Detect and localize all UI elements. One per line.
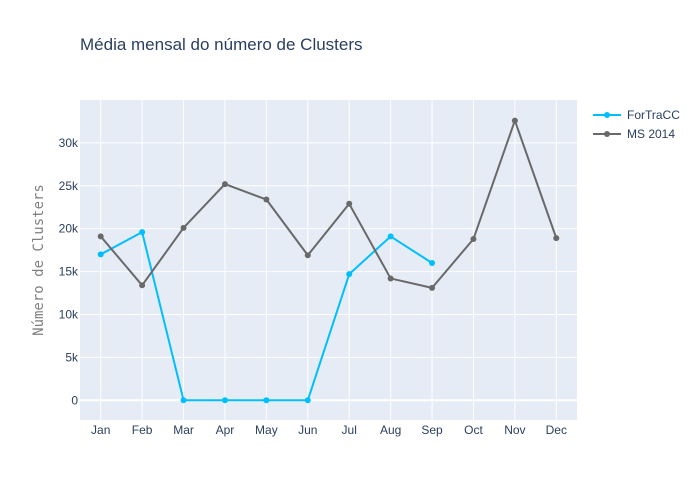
x-tick-label: May <box>255 423 278 437</box>
data-point[interactable] <box>511 117 518 124</box>
data-point[interactable] <box>180 224 187 231</box>
series-ms-2014 <box>97 117 560 291</box>
data-point[interactable] <box>221 181 228 188</box>
data-point[interactable] <box>346 200 353 207</box>
data-point[interactable] <box>139 229 146 236</box>
data-point[interactable] <box>470 235 477 242</box>
series-fortracc <box>97 229 436 404</box>
data-point[interactable] <box>221 397 228 404</box>
x-tick-label: Feb <box>132 423 153 437</box>
y-tick-label: 0 <box>71 393 78 407</box>
x-axis-ticks: Jan Feb Mar Apr May Jun Jul Aug Sep Oct Nov Dec <box>91 423 567 437</box>
data-point[interactable] <box>97 251 104 258</box>
y-tick-label: 20k <box>59 222 79 236</box>
x-tick-label: Nov <box>504 423 525 437</box>
data-point[interactable] <box>180 397 187 404</box>
x-tick-label: Apr <box>216 423 235 437</box>
y-tick-label: 5k <box>65 350 79 364</box>
data-point[interactable] <box>429 260 436 267</box>
legend-item[interactable]: MS 2014 <box>593 127 675 141</box>
data-point[interactable] <box>429 284 436 291</box>
data-point[interactable] <box>387 233 394 240</box>
y-tick-label: 25k <box>59 179 79 193</box>
legend-item[interactable]: ForTraCC <box>593 108 680 122</box>
chart-title: Média mensal do número de Clusters <box>80 35 363 54</box>
x-tick-label: Dec <box>546 423 567 437</box>
y-axis-label: Número de Clusters <box>31 184 47 336</box>
x-tick-label: Jan <box>91 423 110 437</box>
data-point[interactable] <box>263 196 270 203</box>
y-tick-label: 15k <box>59 265 79 279</box>
series-lines <box>97 117 560 404</box>
x-tick-label: Jun <box>298 423 317 437</box>
grid-lines <box>80 100 577 420</box>
series-line <box>99 119 558 289</box>
y-axis-ticks: 0 5k 10k 15k 20k 25k 30k <box>59 136 79 407</box>
legend-marker <box>604 112 610 118</box>
data-point[interactable] <box>304 252 311 259</box>
data-point[interactable] <box>553 235 560 242</box>
legend-label: MS 2014 <box>627 127 675 141</box>
legend-marker <box>604 131 610 137</box>
plot-area <box>80 100 577 420</box>
y-tick-label: 10k <box>59 307 79 321</box>
data-point[interactable] <box>387 275 394 282</box>
data-point[interactable] <box>263 397 270 404</box>
legend-label: ForTraCC <box>627 108 680 122</box>
x-tick-label: Aug <box>380 423 401 437</box>
x-tick-label: Oct <box>464 423 483 437</box>
y-tick-label: 30k <box>59 136 79 150</box>
x-tick-label: Mar <box>173 423 194 437</box>
data-point[interactable] <box>139 282 146 289</box>
data-point[interactable] <box>304 397 311 404</box>
data-point[interactable] <box>346 271 353 278</box>
x-tick-label: Jul <box>342 423 357 437</box>
x-tick-label: Sep <box>421 423 443 437</box>
legend[interactable]: ForTraCC MS 2014 <box>593 108 680 141</box>
data-point[interactable] <box>97 233 104 240</box>
